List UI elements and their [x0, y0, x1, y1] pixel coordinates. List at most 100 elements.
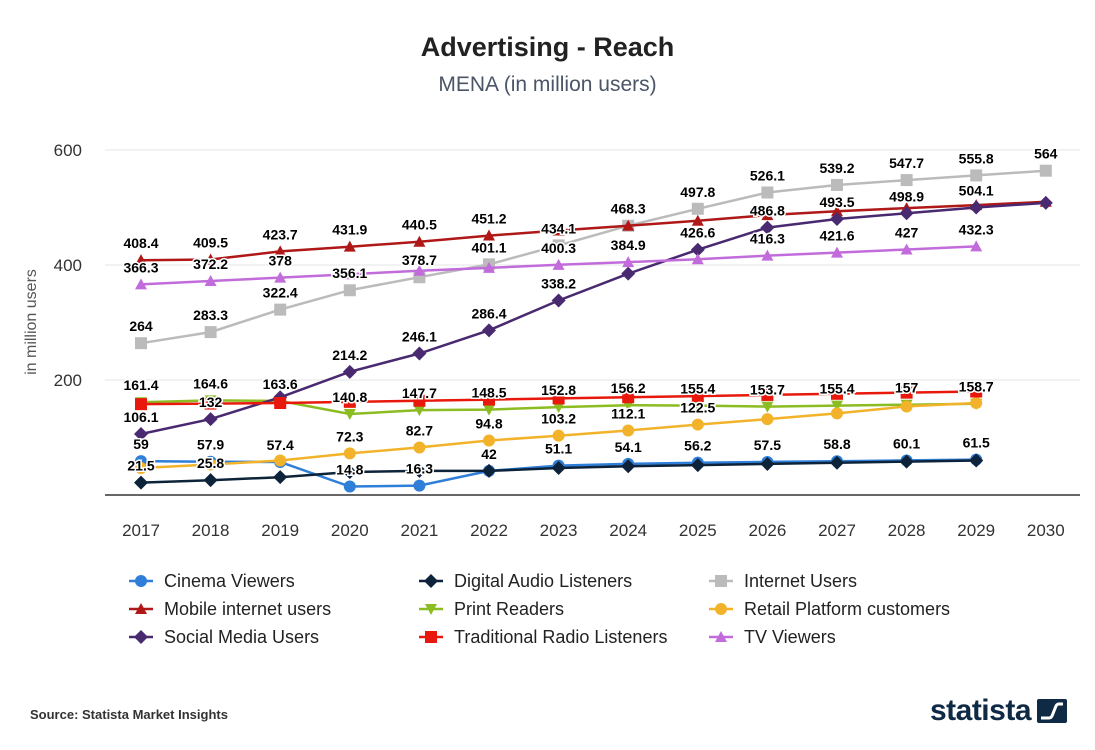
data-label: 432.3 [959, 221, 994, 237]
x-tick-label: 2029 [957, 521, 995, 540]
data-point [552, 258, 565, 270]
series-traditional-radio-listeners [135, 385, 983, 411]
data-point [135, 461, 147, 474]
data-point [622, 391, 635, 404]
data-point [1038, 195, 1053, 210]
data-point [551, 460, 566, 475]
data-label: 54.1 [615, 439, 642, 455]
data-point [425, 631, 437, 643]
data-point [622, 256, 635, 268]
x-tick-label: 2023 [540, 521, 578, 540]
data-label: 72.3 [336, 428, 363, 444]
data-label: 103.2 [541, 411, 576, 427]
data-point [274, 454, 287, 467]
x-tick-label: 2030 [1027, 521, 1065, 540]
data-label: 423.7 [263, 226, 298, 242]
data-point [135, 254, 147, 266]
data-point [761, 388, 774, 401]
data-point [135, 575, 147, 587]
data-label: 16.3 [406, 461, 433, 477]
data-point [621, 266, 636, 281]
data-label: 51.1 [545, 441, 572, 457]
data-point [413, 394, 426, 407]
data-point [413, 479, 426, 492]
data-label: 372.2 [193, 256, 228, 272]
legend-item[interactable]: Traditional Radio Listeners [418, 626, 667, 648]
data-label: 158.7 [959, 379, 994, 395]
legend-label: Cinema Viewers [164, 570, 295, 591]
data-label: 163.6 [263, 376, 298, 392]
data-point [831, 205, 843, 217]
data-point [342, 465, 357, 479]
series-internet-users [135, 164, 1052, 350]
data-label: 59 [133, 436, 149, 452]
y-tick-label: 400 [54, 256, 82, 275]
data-label: 384.9 [611, 237, 646, 253]
data-point [691, 418, 704, 431]
data-point [413, 235, 426, 247]
legend-item[interactable]: Cinema Viewers [128, 570, 295, 592]
data-label: 322.4 [263, 285, 298, 301]
data-point [413, 264, 426, 276]
data-point [273, 470, 288, 485]
data-label: 140.8 [332, 389, 367, 405]
data-point [715, 575, 727, 587]
legend-item[interactable]: Digital Audio Listeners [418, 570, 632, 592]
data-point [135, 603, 147, 614]
data-point [691, 253, 704, 265]
data-label: 132 [199, 394, 223, 410]
data-label: 57.9 [197, 437, 224, 453]
y-tick-label: 200 [54, 371, 82, 390]
data-label: 94.8 [475, 415, 502, 431]
data-point [900, 386, 913, 399]
data-label: 157 [895, 380, 919, 396]
data-point [482, 323, 496, 338]
data-label: 497.8 [680, 184, 715, 200]
data-point [274, 245, 287, 257]
data-point [970, 240, 983, 252]
data-point [412, 463, 427, 478]
data-point [204, 274, 217, 286]
legend-item[interactable]: Social Media Users [128, 626, 319, 648]
data-point [424, 574, 438, 588]
data-point [760, 220, 775, 235]
data-point [204, 397, 217, 410]
legend-item[interactable]: Mobile internet users [128, 598, 331, 620]
legend-marker-icon [709, 575, 733, 587]
x-tick-label: 2025 [679, 521, 717, 540]
series-mobile-internet-users [135, 195, 1052, 266]
data-label: 555.8 [959, 150, 994, 166]
legend-marker-icon [709, 631, 733, 642]
data-label: 82.7 [406, 422, 433, 438]
data-point [761, 249, 774, 261]
data-label: 426.6 [680, 225, 715, 241]
series-tv-viewers [135, 240, 983, 290]
data-label: 122.5 [680, 400, 715, 416]
data-label: 409.5 [193, 235, 228, 251]
legend-item[interactable]: TV Viewers [708, 626, 836, 648]
source-note: Source: Statista Market Insights [30, 707, 228, 722]
legend-item[interactable]: Print Readers [418, 598, 564, 620]
x-tick-label: 2018 [192, 521, 230, 540]
data-label: 486.8 [750, 203, 785, 219]
data-label: 547.7 [889, 155, 924, 171]
data-label: 526.1 [750, 167, 785, 183]
data-label: 451.2 [471, 211, 506, 227]
data-point [343, 268, 356, 280]
y-tick-label: 600 [54, 141, 82, 160]
legend-marker-icon [419, 604, 443, 615]
chart-title: Advertising - Reach [420, 32, 675, 62]
data-label: 434.1 [541, 220, 576, 236]
data-label: 21.5 [127, 458, 154, 474]
data-label: 504.1 [959, 183, 994, 199]
data-label: 214.2 [332, 347, 367, 363]
data-label: 431.9 [332, 222, 367, 238]
legend-item[interactable]: Retail Platform customers [708, 598, 950, 620]
data-label: 264 [129, 318, 153, 334]
data-label: 152.8 [541, 382, 576, 398]
data-point [343, 480, 356, 493]
legend-item[interactable]: Internet Users [708, 570, 857, 592]
data-point [134, 630, 148, 644]
data-label: 400.3 [541, 240, 576, 256]
data-point [135, 337, 147, 350]
